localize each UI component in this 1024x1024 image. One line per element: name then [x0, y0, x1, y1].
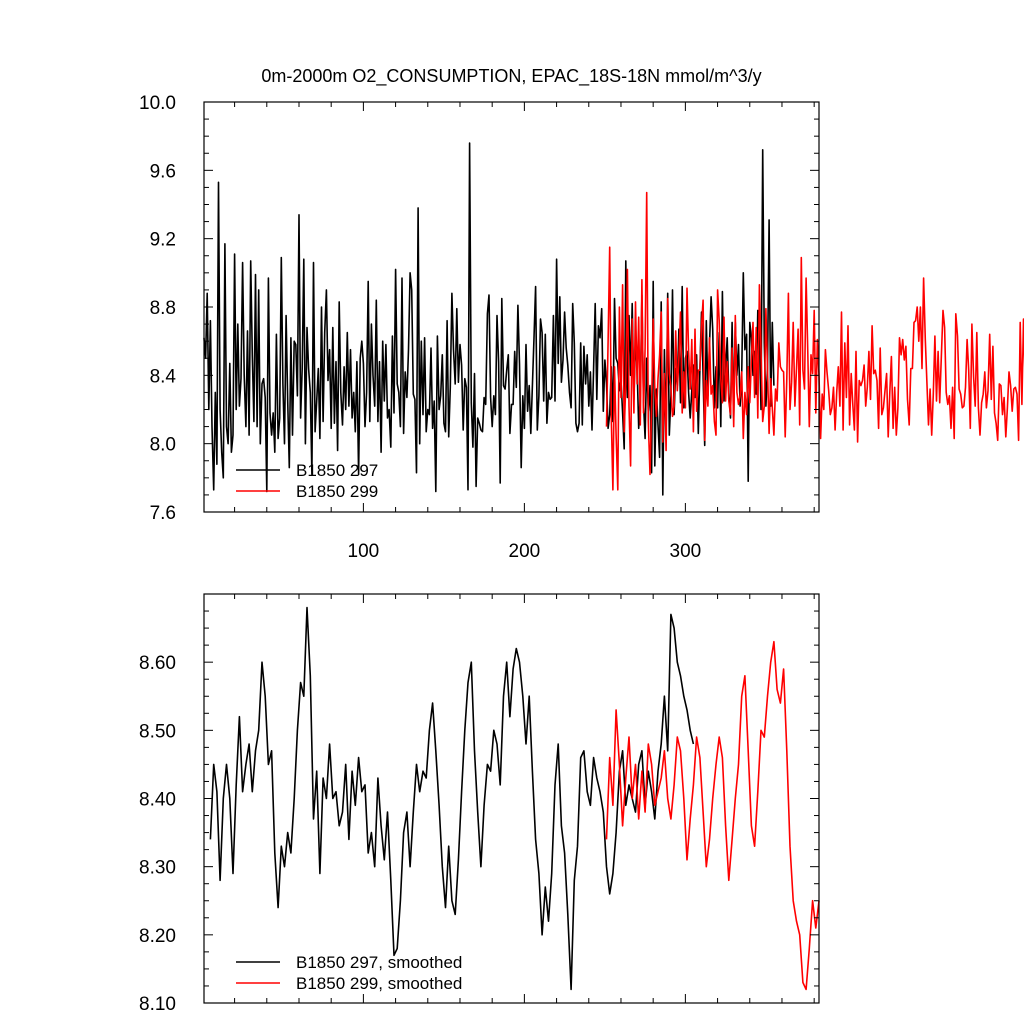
top-y-tick-label: 9.2 [150, 230, 176, 251]
top-series-line-b1850-299 [605, 191, 1024, 491]
top-y-tick-label: 8.8 [150, 298, 176, 319]
top-y-tick-label: 10.0 [139, 93, 176, 114]
bottom-y-tick-label: 8.40 [139, 790, 176, 811]
top-x-tick-label: 200 [509, 541, 541, 562]
bottom-y-tick-label: 8.50 [139, 721, 176, 742]
bottom-y-tick-label: 8.30 [139, 858, 176, 879]
bottom-series-line-b1850-297 [209, 606, 695, 991]
bottom-y-tick-label: 8.10 [139, 994, 176, 1015]
chart-title: 0m-2000m O2_CONSUMPTION, EPAC_18S-18N mm… [261, 66, 761, 87]
bottom-series-line-b1850-299 [605, 640, 820, 991]
top-series-line-b1850-297 [203, 142, 775, 496]
top-y-tick-label: 8.4 [150, 366, 177, 387]
top-x-tick-label: 100 [348, 541, 380, 562]
bottom-legend-label: B1850 299, smoothed [296, 974, 462, 993]
bottom-legend-label: B1850 297, smoothed [296, 953, 462, 972]
bottom-y-tick-label: 8.20 [139, 926, 176, 947]
bottom-y-tick-label: 8.60 [139, 653, 176, 674]
bottom-panel: 8.10 8.20 8.30 8.40 8.50 8.60 B1850 297, smoot… [139, 593, 820, 1015]
top-legend-label: B1850 297 [296, 461, 378, 480]
top-y-tick-label: 8.0 [150, 435, 176, 456]
top-legend-label: B1850 299 [296, 482, 378, 501]
top-x-tick-label: 300 [670, 541, 702, 562]
top-y-tick-label: 9.6 [150, 161, 176, 182]
top-y-tick-label: 7.6 [150, 503, 176, 524]
top-panel: 0m-2000m O2_CONSUMPTION, EPAC_18S-18N mm… [139, 66, 1024, 562]
